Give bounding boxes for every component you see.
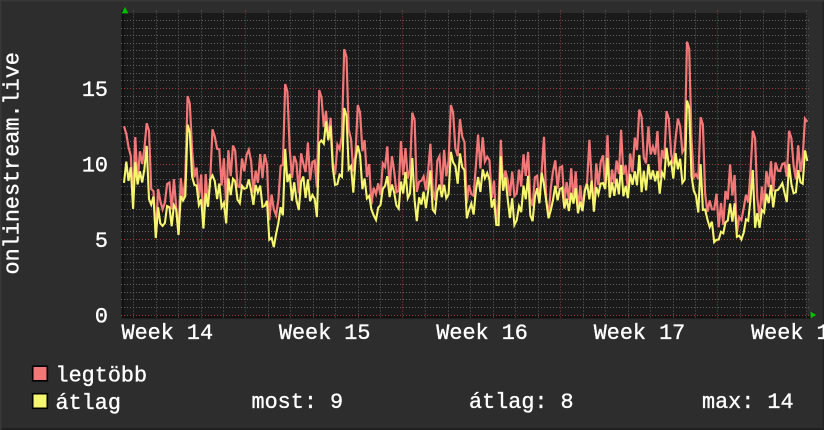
- svg-text:10: 10: [82, 153, 108, 178]
- svg-text:Week 18: Week 18: [751, 321, 824, 346]
- svg-text:0: 0: [95, 304, 108, 329]
- svg-text:Week 16: Week 16: [436, 321, 528, 346]
- svg-text:Week 15: Week 15: [279, 321, 371, 346]
- svg-text:legtöbb: legtöbb: [56, 364, 148, 389]
- svg-text:onlinestream.live: onlinestream.live: [1, 52, 26, 274]
- svg-text:most: 9: most: 9: [252, 390, 344, 415]
- svg-text:átlag: átlag: [56, 391, 121, 416]
- svg-text:max: 14: max: 14: [702, 390, 794, 415]
- svg-text:15: 15: [82, 78, 108, 103]
- svg-text:5: 5: [95, 229, 108, 254]
- svg-text:Week 17: Week 17: [594, 321, 686, 346]
- svg-text:átlag: 8: átlag: 8: [469, 390, 574, 415]
- svg-text:Week 14: Week 14: [122, 321, 214, 346]
